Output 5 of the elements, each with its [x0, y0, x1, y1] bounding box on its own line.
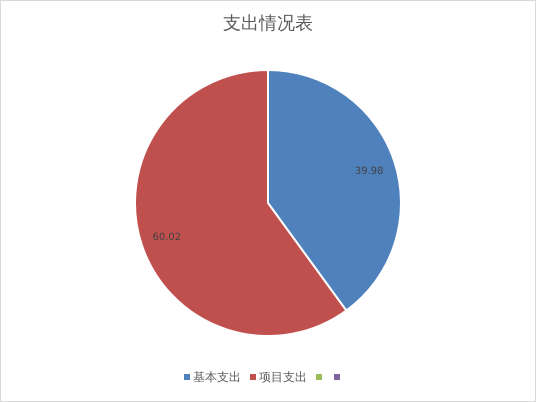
- legend-label: 项目支出: [259, 370, 307, 384]
- chart-title: 支出情况表: [223, 13, 313, 34]
- data-label: 39.98: [354, 166, 384, 178]
- legend-label: 基本支出: [193, 370, 241, 384]
- data-label: 60.02: [152, 232, 182, 243]
